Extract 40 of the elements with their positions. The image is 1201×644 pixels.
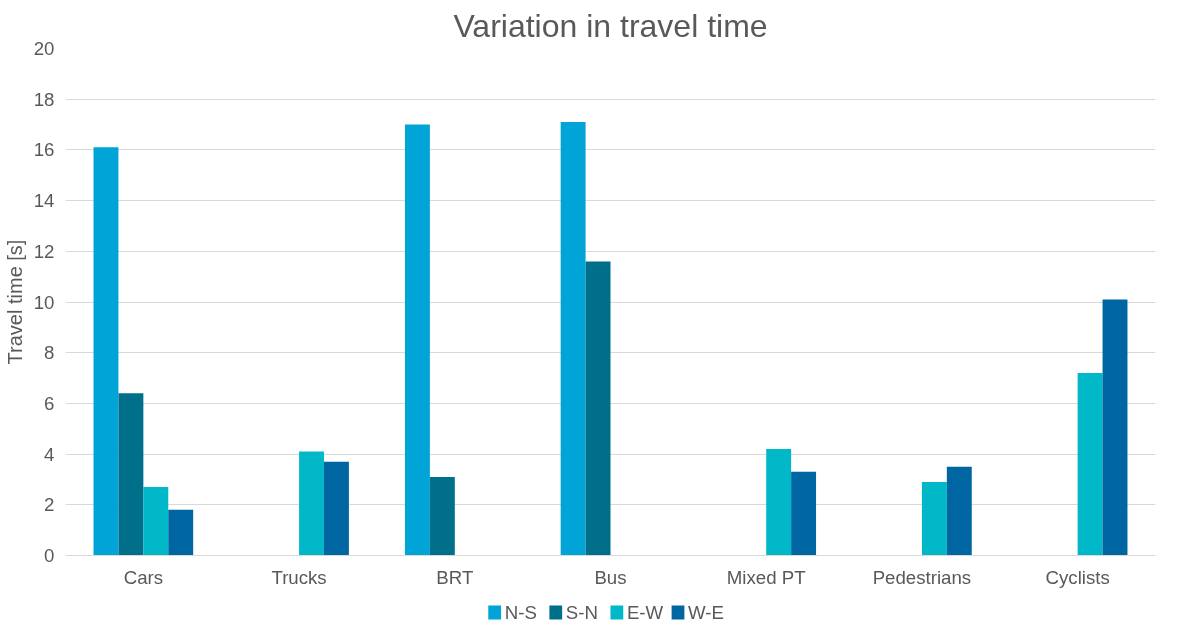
bar [921, 481, 947, 556]
bar [791, 471, 817, 556]
bar [404, 124, 430, 556]
x-tick-label: Cars [123, 566, 164, 588]
bar [168, 509, 194, 556]
legend-label: S-N [565, 602, 598, 623]
bar [299, 451, 324, 556]
y-tick-label: 14 [33, 190, 55, 212]
bar [118, 393, 144, 556]
legend-label: W-E [688, 602, 724, 623]
y-tick-label: 4 [44, 443, 55, 465]
y-tick-label: 16 [33, 139, 55, 161]
legend-label: E-W [626, 602, 664, 623]
legend-label: N-S [504, 602, 537, 623]
x-tick-label: Cyclists [1045, 566, 1110, 588]
y-tick-label: 6 [44, 392, 55, 414]
y-tick-label: 0 [44, 545, 55, 566]
bar [946, 466, 972, 556]
bar [323, 461, 349, 556]
bar [143, 487, 169, 556]
y-tick-label: 8 [44, 342, 55, 364]
bar [429, 476, 455, 556]
y-tick-label: 10 [33, 291, 55, 313]
bar [560, 122, 586, 556]
y-axis-title: Travel time [s] [3, 239, 26, 365]
y-tick-label: 20 [33, 38, 55, 59]
x-tick-label: Bus [594, 566, 627, 588]
x-tick-label: BRT [436, 566, 474, 588]
chart-title: Variation in travel time [453, 7, 768, 44]
y-tick-label: 18 [33, 88, 55, 110]
bar [1102, 299, 1128, 556]
x-tick-label: Pedestrians [872, 566, 972, 588]
x-tick-label: Trucks [271, 566, 327, 588]
y-tick-label: 2 [44, 494, 55, 516]
bar [93, 147, 119, 556]
y-tick-label: 12 [33, 240, 55, 262]
bar [1077, 372, 1103, 556]
x-tick-label: Mixed PT [726, 566, 806, 588]
bar [585, 261, 611, 556]
bar [766, 449, 792, 556]
